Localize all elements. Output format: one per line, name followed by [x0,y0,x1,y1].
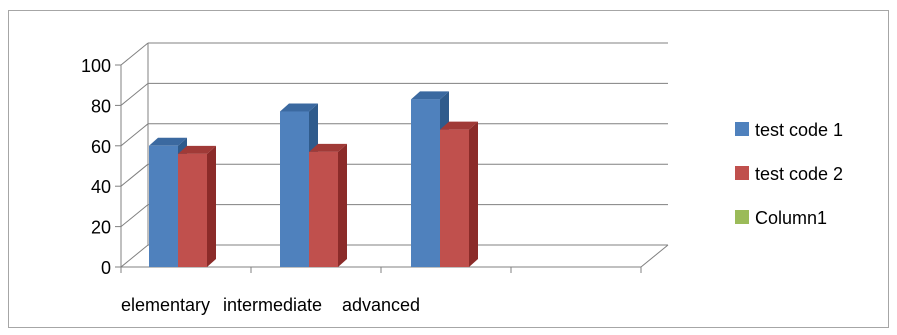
gridlines [120,42,668,268]
gridline-side [120,204,149,227]
legend-label: test code 1 [755,120,843,140]
x-tick-label: advanced [342,295,420,315]
x-tick-label: elementary [121,295,210,315]
legend-item: test code 1 [735,120,843,140]
gridline-side [120,244,149,268]
y-tick-label: 40 [91,177,111,197]
legend-item: test code 2 [735,164,843,184]
bar-front [178,153,207,267]
legend-label: test code 2 [755,164,843,184]
y-tick-label: 100 [81,56,111,76]
legend-label: Column1 [755,208,827,228]
gridline-side [120,123,149,147]
axes [115,43,669,273]
bar-top [309,143,347,152]
y-tick-label: 80 [91,96,111,116]
bar-front [440,129,469,267]
y-tick-label: 60 [91,137,111,157]
legend-item: Column1 [735,208,827,228]
gridline-side [120,163,149,187]
bar [309,143,347,267]
bar-top [280,103,318,112]
x-tick-labels: elementary intermediate advanced [121,295,420,315]
x-tick-label: intermediate [223,295,322,315]
bar [440,121,478,267]
bar-top [178,145,216,154]
legend-swatch [735,210,749,224]
bar-side [469,121,478,267]
bar-side [338,143,347,267]
y-tick-label: 20 [91,218,111,238]
bars [149,91,478,268]
y-tick-labels: 0 20 40 60 80 100 [81,56,111,278]
bar-front [309,151,338,267]
bar [178,145,216,267]
bar-top [411,91,449,100]
floor-right-edge [640,244,669,268]
gridline-side [120,42,149,66]
y-tick-label: 0 [101,258,111,278]
legend-swatch [735,122,749,136]
gridline-side [120,83,149,106]
bar-front [280,111,309,268]
bar-top [149,137,187,146]
bar-side [207,145,216,267]
bar-front [411,99,440,267]
legend: test code 1 test code 2 Column1 [735,120,843,228]
legend-swatch [735,166,749,180]
chart-frame: 0 20 40 60 80 100 elementary intermediate advan… [8,10,889,328]
bar-top [440,121,478,130]
bar-front [149,145,178,267]
